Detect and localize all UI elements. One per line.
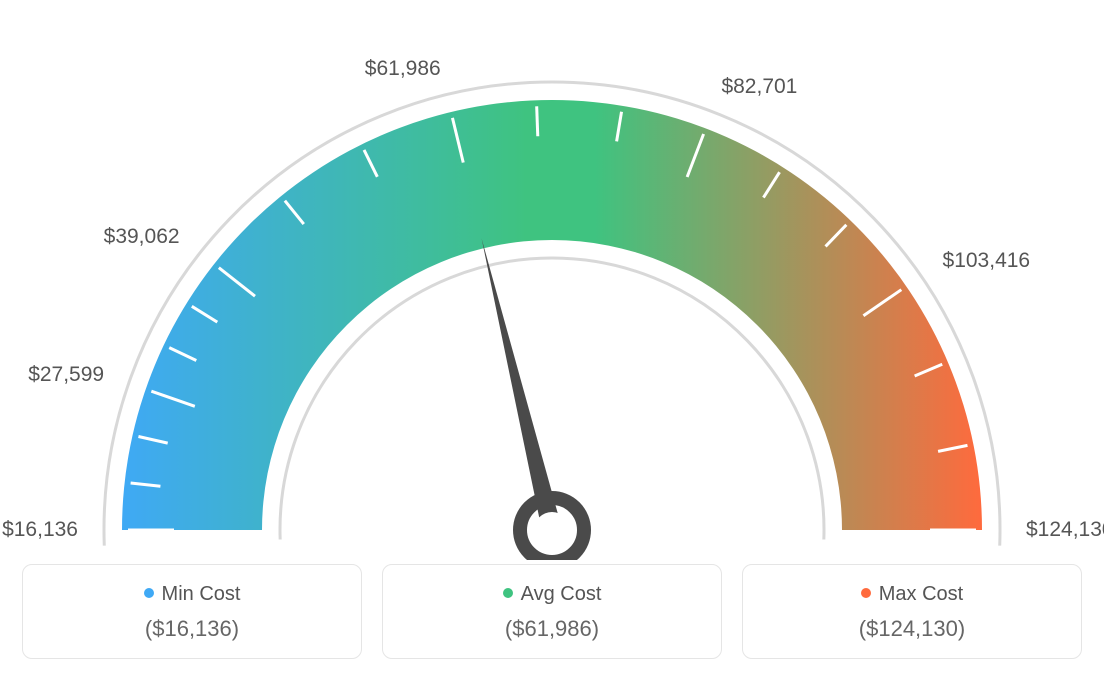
legend-value-avg: ($61,986) — [393, 616, 711, 642]
dot-icon-max — [861, 588, 871, 598]
legend-label-max: Max Cost — [879, 583, 963, 605]
legend-title-max: Max Cost — [753, 583, 1071, 606]
gauge-svg — [22, 20, 1082, 560]
legend-title-avg: Avg Cost — [393, 583, 711, 606]
gauge-tick-label: $39,062 — [104, 225, 180, 249]
dot-icon-avg — [503, 588, 513, 598]
legend-label-min: Min Cost — [162, 583, 241, 605]
legend-card-avg: Avg Cost ($61,986) — [382, 564, 722, 659]
legend-row: Min Cost ($16,136) Avg Cost ($61,986) Ma… — [22, 564, 1082, 659]
gauge-tick-label: $16,136 — [2, 518, 78, 542]
legend-card-max: Max Cost ($124,130) — [742, 564, 1082, 659]
gauge-tick-label: $124,130 — [1026, 518, 1104, 542]
gauge-tick-label: $103,416 — [943, 249, 1031, 273]
dot-icon-min — [144, 588, 154, 598]
legend-label-avg: Avg Cost — [521, 583, 602, 605]
gauge-tick-label: $82,701 — [721, 75, 797, 99]
gauge-chart: $16,136$27,599$39,062$61,986$82,701$103,… — [22, 20, 1082, 560]
gauge-tick-label: $27,599 — [28, 363, 104, 387]
gauge-tick-label: $61,986 — [365, 57, 441, 81]
legend-value-max: ($124,130) — [753, 616, 1071, 642]
legend-card-min: Min Cost ($16,136) — [22, 564, 362, 659]
legend-value-min: ($16,136) — [33, 616, 351, 642]
legend-title-min: Min Cost — [33, 583, 351, 606]
